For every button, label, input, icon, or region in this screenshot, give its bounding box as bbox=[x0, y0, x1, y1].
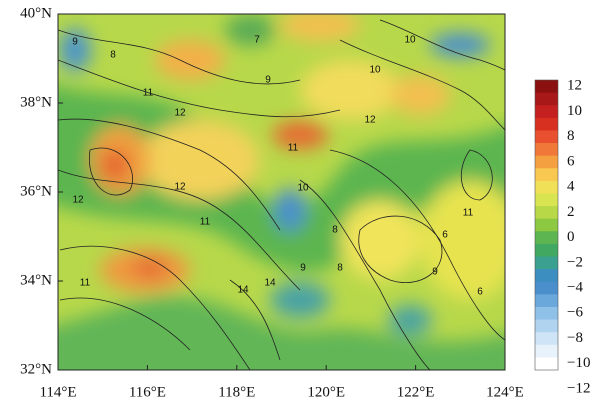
colorbar-label: −4 bbox=[567, 279, 583, 295]
colorbar-bin bbox=[535, 256, 558, 270]
contour-label: 14 bbox=[264, 278, 276, 289]
colorbar-bin bbox=[535, 344, 558, 358]
contour-label: 9 bbox=[72, 37, 78, 48]
colorbar-label: 8 bbox=[567, 128, 575, 144]
contour-label: 7 bbox=[254, 35, 260, 46]
colorbar-bin bbox=[535, 218, 558, 232]
contour-label: 6 bbox=[477, 287, 483, 298]
lon-label: 114°E bbox=[39, 384, 76, 400]
contour-label: 10 bbox=[297, 183, 309, 194]
lon-label: 124°E bbox=[486, 384, 524, 400]
colorbar-bin bbox=[535, 168, 558, 182]
contour-label: 10 bbox=[404, 35, 416, 46]
contour-label: 9 bbox=[432, 267, 438, 278]
contour-label: 11 bbox=[143, 88, 154, 99]
lon-label: 116°E bbox=[129, 384, 166, 400]
contours bbox=[58, 19, 505, 370]
colorbar-bin bbox=[535, 117, 558, 131]
contour-label: 12 bbox=[72, 195, 84, 206]
lat-label: 38°N bbox=[20, 94, 52, 110]
colorbar-label: 6 bbox=[567, 153, 575, 169]
contour-label: 9 bbox=[300, 263, 306, 274]
lat-label: 40°N bbox=[20, 5, 52, 21]
colorbar-bin bbox=[535, 193, 558, 207]
colorbar-bin bbox=[535, 319, 558, 333]
contour-label: 9 bbox=[265, 75, 271, 86]
colorbar-label: 4 bbox=[567, 179, 575, 195]
colorbar-label: 10 bbox=[567, 103, 582, 119]
colorbar-bin bbox=[535, 332, 558, 346]
colorbar-bin bbox=[535, 105, 558, 119]
contour-label: 6 bbox=[442, 230, 448, 241]
lat-label: 32°N bbox=[20, 361, 52, 377]
colorbar-bin bbox=[535, 180, 558, 194]
contour-label: 11 bbox=[80, 278, 91, 289]
colorbar-label: −10 bbox=[567, 355, 590, 371]
colorbar-label: −6 bbox=[567, 305, 583, 321]
colorbar-label: −12 bbox=[567, 380, 590, 396]
colorbar-bin bbox=[535, 80, 558, 94]
colorbar-bin bbox=[535, 294, 558, 308]
colorbar-label: 2 bbox=[567, 204, 575, 220]
colorbar-bin bbox=[535, 155, 558, 169]
colorbar: 12 10 8 6 4 2 0 −2 −4 −6 −8 −10 −12 bbox=[534, 78, 590, 396]
lon-label: 122°E bbox=[397, 384, 435, 400]
contour-label: 10 bbox=[369, 65, 381, 76]
colorbar-bin bbox=[535, 206, 558, 220]
contour-label: 8 bbox=[332, 225, 338, 236]
colorbar-bin bbox=[535, 130, 558, 144]
colorbar-label: 0 bbox=[567, 229, 575, 245]
contour-label: 8 bbox=[110, 50, 116, 61]
colorbar-label: −8 bbox=[567, 330, 583, 346]
contour-label: 12 bbox=[174, 182, 186, 193]
contour-label: 14 bbox=[237, 285, 249, 296]
colorbar-bin bbox=[535, 231, 558, 245]
colorbar-label: −2 bbox=[567, 254, 583, 270]
colorbar-bin bbox=[535, 92, 558, 106]
contour-label: 11 bbox=[288, 143, 299, 154]
colorbar-bin bbox=[535, 306, 558, 321]
contour-label: 12 bbox=[174, 108, 186, 119]
lat-label: 34°N bbox=[20, 272, 52, 288]
contour-label: 11 bbox=[200, 217, 211, 228]
lon-label: 118°E bbox=[218, 384, 255, 400]
contour-label: 12 bbox=[364, 115, 376, 126]
lon-label: 120°E bbox=[307, 384, 345, 400]
contour-label: 11 bbox=[463, 208, 474, 219]
lat-label: 36°N bbox=[20, 183, 52, 199]
contour-label: 8 bbox=[337, 263, 343, 274]
colorbar-bin bbox=[535, 281, 558, 295]
map-field bbox=[58, 14, 505, 370]
colorbar-bin bbox=[535, 269, 558, 283]
colorbar-bin bbox=[535, 357, 558, 371]
colorbar-label: 12 bbox=[567, 78, 582, 94]
colorbar-bin bbox=[535, 143, 558, 157]
colorbar-frame bbox=[534, 79, 559, 371]
colorbar-bin bbox=[535, 243, 558, 258]
